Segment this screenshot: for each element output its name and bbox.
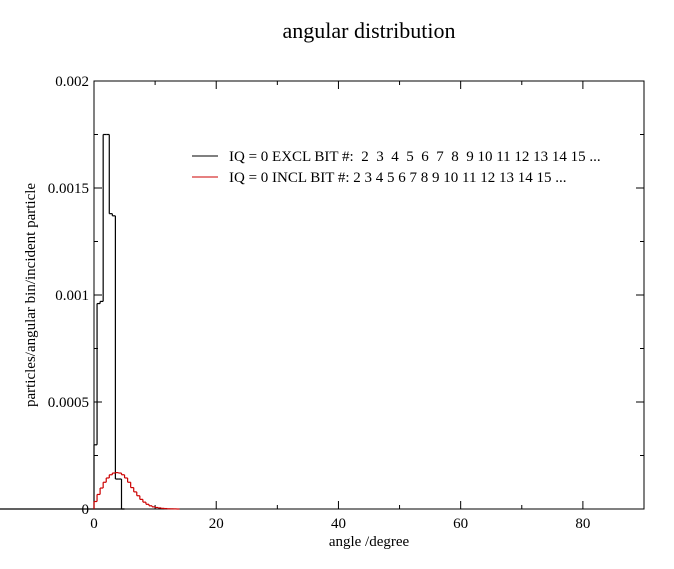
- x-axis-label: angle /degree: [329, 534, 410, 550]
- chart-title: angular distribution: [283, 18, 456, 43]
- plot-area-frame: [93, 80, 645, 510]
- axis-ticks: 0 20 40 60 80 0 0.0005 0.001 0.0015 0.002: [48, 74, 644, 532]
- x-tick-label: 0: [90, 516, 98, 532]
- x-tick-label: 60: [453, 516, 468, 532]
- x-tick-label: 80: [575, 516, 590, 532]
- legend-entry-incl: IQ = 0 INCL BIT #: 2 3 4 5 6 7 8 9 10 11…: [229, 170, 566, 186]
- y-tick-label: 0: [82, 502, 90, 518]
- series-layer: [0, 133, 180, 510]
- y-tick-label: 0.001: [55, 288, 89, 304]
- legend-entry-excl: IQ = 0 EXCL BIT #: 2 3 4 5 6 7 8 9 10 11…: [229, 149, 601, 165]
- y-tick-label: 0.002: [55, 74, 89, 90]
- series-0: [0, 133, 125, 510]
- x-tick-label: 20: [209, 516, 224, 532]
- y-tick-label: 0.0005: [48, 395, 89, 411]
- legend: IQ = 0 EXCL BIT #: 2 3 4 5 6 7 8 9 10 11…: [192, 149, 601, 186]
- y-tick-label: 0.0015: [48, 181, 89, 197]
- x-tick-label: 40: [331, 516, 346, 532]
- series-1: [93, 472, 180, 510]
- y-axis-label: particles/angular bin/incident particle: [23, 183, 39, 407]
